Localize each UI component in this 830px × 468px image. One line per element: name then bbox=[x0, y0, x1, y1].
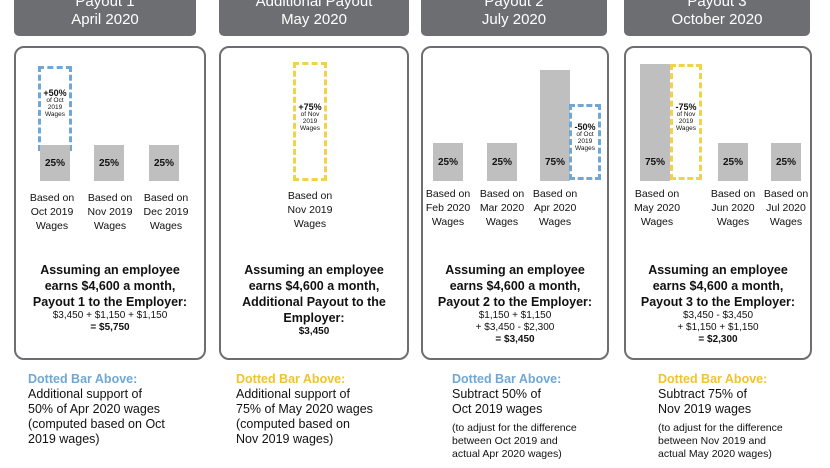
dotted-bar-note-1: of Nov bbox=[300, 111, 320, 119]
note-subtext: (to adjust for the difference between Nov… bbox=[658, 422, 783, 460]
dotted-bar-note-1: of Oct bbox=[576, 131, 594, 139]
axis-label-feb-2020: Based on Feb 2020 Wages bbox=[425, 188, 471, 228]
summary-total: = $3,450 bbox=[495, 334, 535, 345]
bar-jul-2020: 25% bbox=[771, 143, 801, 181]
note-payout-1: Dotted Bar Above: Additional support of 5… bbox=[28, 372, 208, 447]
axis-label-mar-2020: Based on Mar 2020 Wages bbox=[479, 188, 525, 228]
payout-summary: Assuming an employee earns $4,600 a mont… bbox=[423, 262, 607, 346]
card-additional-payout: +75% of Nov 2019 Wages Based on Nov 2019 W… bbox=[219, 46, 409, 360]
dotted-bar-plus-75: +75% of Nov 2019 Wages bbox=[293, 62, 327, 181]
note-additional-payout: Dotted Bar Above: Additional support of 7… bbox=[236, 372, 416, 447]
axis-label-nov-2019: Based on Nov 2019 Wages bbox=[287, 190, 333, 230]
note-payout-2: Dotted Bar Above: Subtract 50% of Oct 201… bbox=[452, 372, 624, 461]
summary-formula: + $1,150 + $1,150 bbox=[677, 322, 759, 333]
bar-label: 25% bbox=[98, 158, 119, 169]
header-date: April 2020 bbox=[71, 11, 139, 28]
dotted-bar-minus-50: -50% of Oct 2019 Wages bbox=[569, 104, 601, 180]
bar-mar-2020: 25% bbox=[487, 143, 517, 181]
dotted-bar-note-2: 2019 bbox=[577, 138, 593, 146]
card-payout-2: 25% 25% 75% -50% of Oct 2019 Wages Based… bbox=[421, 46, 609, 360]
header-payout-3: Payout 3 October 2020 bbox=[624, 0, 810, 36]
axis-label-oct-2019: Based on Oct 2019 Wages bbox=[29, 192, 75, 232]
dotted-bar-minus-75: -75% of Nov 2019 Wages bbox=[670, 64, 702, 180]
dotted-bar-note-1: of Nov bbox=[676, 111, 696, 119]
dotted-bar-percent: +50% bbox=[43, 88, 67, 98]
dotted-bar-note-3: Wages bbox=[300, 125, 320, 133]
bar-jun-2020: 25% bbox=[718, 143, 748, 181]
bar-label: 25% bbox=[722, 157, 743, 168]
axis-label-nov-2019: Based on Nov 2019 Wages bbox=[87, 192, 133, 232]
payout-summary: Assuming an employee earns $4,600 a mont… bbox=[221, 262, 407, 338]
dotted-bar-percent: -75% bbox=[675, 102, 697, 112]
payout-summary: Assuming an employee earns $4,600 a mont… bbox=[626, 262, 810, 346]
bar-apr-2020: 75% bbox=[540, 70, 570, 181]
bar-label: 25% bbox=[153, 158, 174, 169]
header-title: Payout 3 bbox=[687, 0, 747, 10]
bar-label: 25% bbox=[44, 158, 65, 169]
dotted-bar-percent: +75% bbox=[298, 102, 322, 112]
dotted-bar-note-2: 2019 bbox=[302, 118, 318, 126]
bar-label: 25% bbox=[491, 157, 512, 168]
summary-formula: $3,450 - $3,450 bbox=[682, 310, 754, 321]
summary-formula: $3,450 + $1,150 + $1,150 bbox=[52, 310, 168, 321]
header-title: Additional Payout bbox=[255, 0, 373, 10]
axis-label-may-2020: Based on May 2020 Wages bbox=[633, 188, 681, 228]
axis-label-jun-2020: Based on Jun 2020 Wages bbox=[710, 188, 756, 228]
bar-label: 25% bbox=[437, 157, 458, 168]
header-payout-2: Payout 2 July 2020 bbox=[421, 0, 607, 36]
header-payout-1: Payout 1 April 2020 bbox=[14, 0, 196, 36]
summary-formula: $1,150 + $1,150 bbox=[478, 310, 552, 321]
summary-total: = $2,300 bbox=[698, 334, 738, 345]
bar-nov-2019: 25% bbox=[94, 145, 124, 181]
dotted-bar-note-3: Wages bbox=[676, 125, 696, 133]
summary-total: $3,450 bbox=[298, 326, 330, 337]
note-subtext: (to adjust for the difference between Oct… bbox=[452, 422, 577, 460]
note-heading: Dotted Bar Above: bbox=[658, 372, 768, 386]
note-heading: Dotted Bar Above: bbox=[28, 372, 138, 386]
bar-may-2020: 75% bbox=[640, 64, 670, 181]
axis-label-jul-2020: Based on Jul 2020 Wages bbox=[763, 188, 809, 228]
header-date: May 2020 bbox=[281, 11, 347, 28]
bar-label: 25% bbox=[775, 157, 796, 168]
note-heading: Dotted Bar Above: bbox=[452, 372, 562, 386]
axis-label-apr-2020: Based on Apr 2020 Wages bbox=[532, 188, 578, 228]
note-heading: Dotted Bar Above: bbox=[236, 372, 346, 386]
header-title: Payout 2 bbox=[484, 0, 544, 10]
dotted-bar-note-2: 2019 bbox=[47, 104, 63, 112]
dotted-bar-note-2: 2019 bbox=[678, 118, 694, 126]
card-payout-1: +50% of Oct 2019 Wages 25% 25% 25% Based… bbox=[14, 46, 206, 360]
dotted-bar-note-1: of Oct bbox=[46, 97, 64, 105]
payout-summary: Assuming an employee earns $4,600 a mont… bbox=[16, 262, 204, 334]
header-title: Payout 1 bbox=[75, 0, 135, 10]
card-payout-3: 75% -75% of Nov 2019 Wages 25% 25% Based… bbox=[624, 46, 812, 360]
dotted-bar-percent: -50% bbox=[574, 122, 596, 132]
dotted-bar-note-3: Wages bbox=[575, 145, 595, 153]
summary-total: = $5,750 bbox=[90, 322, 130, 333]
bar-label: 75% bbox=[544, 157, 565, 168]
bar-dec-2019: 25% bbox=[149, 145, 179, 181]
header-date: July 2020 bbox=[481, 11, 547, 28]
header-additional-payout: Additional Payout May 2020 bbox=[219, 0, 409, 36]
bar-oct-2019: 25% bbox=[40, 145, 70, 181]
dotted-bar-note-3: Wages bbox=[45, 111, 65, 119]
note-payout-3: Dotted Bar Above: Subtract 75% of Nov 201… bbox=[658, 372, 830, 461]
axis-label-dec-2019: Based on Dec 2019 Wages bbox=[143, 192, 189, 232]
bar-feb-2020: 25% bbox=[433, 143, 463, 181]
dotted-bar-plus-50: +50% of Oct 2019 Wages bbox=[38, 66, 72, 151]
summary-formula: + $3,450 - $2,300 bbox=[475, 322, 555, 333]
bar-label: 75% bbox=[644, 157, 665, 168]
header-date: October 2020 bbox=[671, 11, 763, 28]
